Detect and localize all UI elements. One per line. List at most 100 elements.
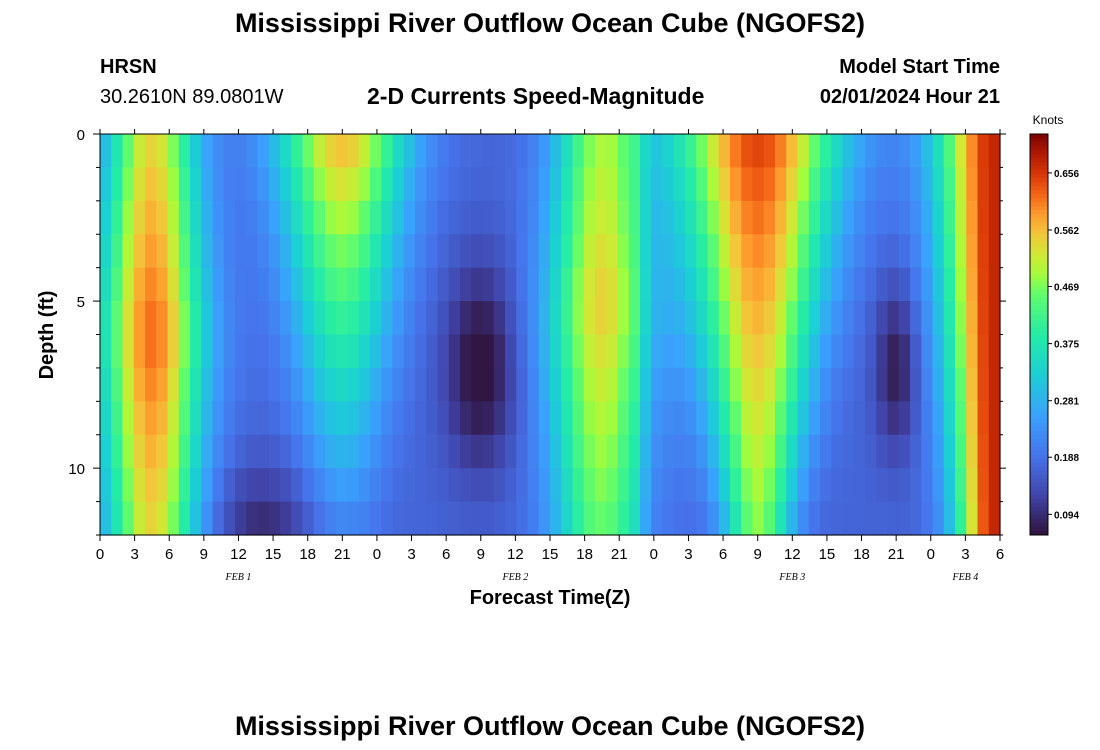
heatmap-cell [583, 434, 596, 469]
heatmap-cell [223, 301, 236, 336]
heatmap-cell [797, 234, 810, 269]
heatmap-cell [111, 234, 124, 269]
heatmap-cell [808, 434, 821, 469]
heatmap-cell [100, 401, 112, 436]
heatmap-cell [651, 434, 664, 469]
heatmap-cell [673, 334, 686, 369]
heatmap-cell [583, 367, 596, 402]
colorbar-segment [1030, 410, 1048, 416]
colorbar-segment [1030, 438, 1048, 444]
colorbar-segment [1030, 134, 1048, 139]
heatmap-cell [707, 167, 720, 202]
heatmap-cell [437, 468, 450, 503]
heatmap-cell [842, 267, 855, 302]
heatmap-cell [741, 434, 754, 469]
heatmap-cell [246, 234, 259, 269]
heatmap-cell [662, 301, 675, 336]
heatmap-cell [122, 468, 135, 503]
heatmap-cell [325, 167, 337, 202]
heatmap-cell [516, 367, 529, 402]
heatmap-cell [921, 200, 934, 235]
heatmap-cell [235, 367, 247, 402]
heatmap-cell [808, 301, 821, 336]
colorbar-segment [1030, 494, 1048, 500]
heatmap-cell [268, 200, 281, 235]
heatmap-cell [358, 401, 371, 436]
heatmap-cell [876, 434, 889, 469]
heatmap-cell [190, 334, 202, 369]
heatmap-cell [898, 334, 911, 369]
heatmap-cell [111, 401, 124, 436]
heatmap-cell [403, 167, 416, 202]
heatmap-cell [100, 167, 112, 202]
heatmap-cell [370, 200, 382, 235]
heatmap-cell [775, 200, 787, 235]
heatmap-cell [370, 434, 382, 469]
heatmap-cell [898, 401, 911, 436]
y-tick-label: 10 [68, 461, 85, 478]
heatmap-cell [831, 501, 844, 536]
heatmap-cell [718, 501, 731, 536]
heatmap-cell [977, 167, 990, 202]
heatmap-cell [651, 501, 664, 536]
heatmap-cell [831, 134, 844, 169]
heatmap-cell [696, 234, 709, 269]
heatmap-cell [516, 134, 529, 169]
heatmap-cell [201, 468, 214, 503]
heatmap-cell [887, 134, 900, 169]
heatmap-cell [707, 401, 720, 436]
heatmap-cell [865, 468, 877, 503]
x-tick-label: 6 [719, 546, 727, 563]
heatmap-cell [606, 301, 619, 336]
heatmap-cell [370, 134, 382, 169]
heatmap-cell [775, 501, 787, 536]
heatmap-cell [358, 301, 371, 336]
colorbar-segment [1030, 190, 1048, 195]
heatmap-cell [808, 401, 821, 436]
heatmap-cell [133, 334, 146, 369]
heatmap-cell [955, 267, 967, 302]
heatmap-cell [741, 367, 754, 402]
heatmap-cell [392, 234, 405, 269]
heatmap-cell [786, 134, 799, 169]
x-tick-label: 9 [200, 546, 208, 563]
heatmap-cell [460, 134, 472, 169]
heatmap-cell [156, 167, 169, 202]
heatmap-cell [797, 267, 810, 302]
heatmap-cell [313, 334, 326, 369]
colorbar-segment [1030, 526, 1048, 532]
heatmap-cell [685, 367, 697, 402]
heatmap-cell [730, 267, 742, 302]
heatmap-cell [527, 200, 540, 235]
colorbar-segment [1030, 222, 1048, 227]
heatmap-cell [910, 200, 922, 235]
heatmap-cell [628, 501, 641, 536]
heatmap-cell [763, 267, 776, 302]
heatmap-cell [505, 200, 517, 235]
date-label: FEB 3 [778, 572, 805, 583]
heatmap-cell [662, 367, 675, 402]
heatmap-cell [853, 134, 866, 169]
colorbar-segment [1030, 290, 1048, 295]
colorbar-segment [1030, 442, 1048, 448]
colorbar-segment [1030, 374, 1048, 380]
heatmap-cell [291, 234, 304, 269]
heatmap-cell [853, 301, 866, 336]
heatmap-cell [426, 401, 439, 436]
heatmap-cell [673, 167, 686, 202]
colorbar-segment [1030, 518, 1048, 524]
heatmap-cell [415, 301, 427, 336]
heatmap-cell [583, 134, 596, 169]
heatmap-cell [347, 334, 360, 369]
heatmap-cell [392, 267, 405, 302]
heatmap-cell [651, 167, 664, 202]
heatmap-cell [606, 167, 619, 202]
heatmap-cell [201, 367, 214, 402]
heatmap-cell [460, 401, 472, 436]
heatmap-cell [718, 301, 731, 336]
colorbar-segment [1030, 182, 1048, 187]
heatmap-cell [426, 301, 439, 336]
heatmap-cell [662, 267, 675, 302]
heatmap-cell [167, 301, 180, 336]
heatmap-cell [448, 234, 461, 269]
